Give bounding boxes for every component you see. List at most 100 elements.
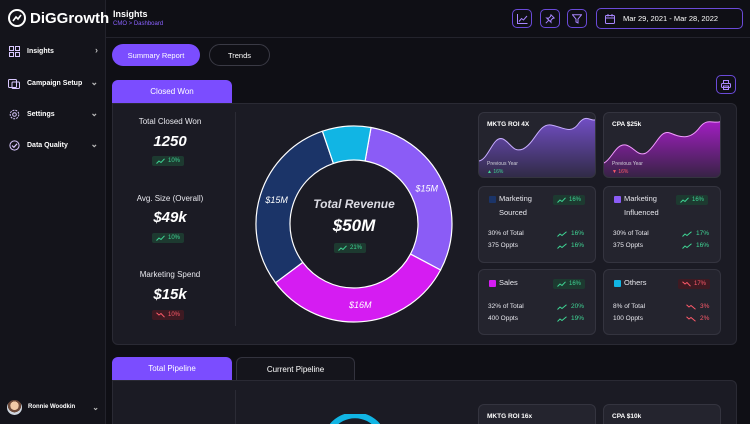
kpi-change-badge: 10% [152, 310, 185, 320]
chevron-down-icon: ⌄ [90, 139, 98, 149]
tab-trends[interactable]: Trends [209, 44, 270, 66]
donut-slice-label: $15M [264, 195, 288, 205]
filter-icon [572, 13, 582, 24]
channel-name: Sales [499, 278, 518, 287]
channel-row-label: 30% of Total [613, 230, 649, 237]
metric-card-mktg-roi[interactable]: MKTG ROI 4X Previous Year ▲ 16% [478, 112, 596, 178]
metric-card-pipeline-cpa[interactable]: CPA $10k [603, 404, 721, 424]
metric-title: CPA $25k [612, 121, 642, 128]
user-menu[interactable]: Ronnie Woodkin ⌄ [7, 399, 99, 415]
previous-year-change: ▲ 16% [487, 169, 504, 175]
donut-value: $50M [332, 216, 376, 235]
pipeline-donut-top [330, 414, 380, 424]
breadcrumb[interactable]: CMO > Dashboard [113, 21, 164, 27]
line-chart-icon [516, 13, 527, 24]
channel-row-label: 375 Oppts [488, 242, 518, 249]
top-bar: Insights CMO > Dashboard Mar 29, 2021 - … [106, 0, 750, 38]
calendar-icon [605, 13, 615, 24]
channel-row-label: 100 Oppts [613, 315, 643, 322]
sidebar-item-campaign-setup[interactable]: Campaign Setup ⌄ [0, 72, 106, 94]
kpi-change-badge: 10% [152, 233, 185, 243]
brand-logo[interactable]: DiGGrowth [8, 8, 109, 28]
sidebar-item-label: Insights [27, 47, 54, 55]
trend-down-icon [686, 303, 696, 310]
channel-card-marketing-sourced[interactable]: Marketing Sourced 16% 30% of Total 16% 3… [478, 186, 596, 263]
filter-button[interactable] [567, 9, 587, 28]
tab-current-pipeline[interactable]: Current Pipeline [236, 357, 355, 380]
sidebar-item-settings[interactable]: Settings ⌄ [0, 103, 106, 125]
channel-card-marketing-influenced[interactable]: Marketing Influenced 16% 30% of Total 17… [603, 186, 721, 263]
channel-row-label: 8% of Total [613, 303, 646, 310]
previous-year-label: Previous Year [487, 161, 518, 167]
brand-name: DiGGrowth [30, 9, 110, 27]
channel-row-value: 2% [686, 315, 709, 322]
channel-change-badge: 17% [678, 279, 711, 289]
channel-card-sales[interactable]: Sales 16% 32% of Total 20% 400 Oppts 19% [478, 269, 596, 335]
donut-change-badge: 21% [334, 243, 367, 253]
channel-row-value: 16% [557, 230, 584, 237]
channel-card-others[interactable]: Others 17% 8% of Total 3% 100 Oppts 2% [603, 269, 721, 335]
kpi-label: Total Closed Won [138, 117, 202, 126]
channel-row-label: 32% of Total [488, 303, 524, 310]
print-button[interactable] [716, 75, 736, 94]
tab-summary-report[interactable]: Summary Report [112, 44, 200, 66]
tab-closed-won[interactable]: Closed Won [112, 80, 232, 103]
previous-year-label: Previous Year [612, 161, 643, 167]
metric-card-pipeline-roi[interactable]: MKTG ROI 16x [478, 404, 596, 424]
kpi-value: $49k [153, 209, 187, 226]
metric-card-cpa[interactable]: CPA $25k Previous Year ▼ 16% [603, 112, 721, 178]
trend-up-icon [156, 158, 165, 164]
channel-name: Others [624, 278, 647, 287]
trend-up-icon [557, 315, 567, 322]
channel-row-value: 20% [557, 303, 584, 310]
tab-total-pipeline[interactable]: Total Pipeline [112, 357, 232, 380]
kpi-label: Marketing Spend [139, 270, 201, 279]
sidebar-item-label: Data Quality [27, 141, 68, 149]
date-range-picker[interactable]: Mar 29, 2021 - Mar 28, 2022 [596, 8, 743, 29]
kpi-value: 1250 [153, 133, 187, 150]
previous-year-change: ▼ 16% [612, 169, 629, 175]
sidebar-item-insights[interactable]: Insights › [0, 40, 106, 62]
page-title: Insights [113, 9, 148, 19]
grid-icon [8, 45, 20, 57]
campaign-icon [8, 77, 20, 89]
donut-slice[interactable] [321, 125, 372, 165]
channel-row-label: 400 Oppts [488, 315, 518, 322]
channel-change-badge: 16% [553, 279, 586, 289]
trend-up-icon [557, 197, 566, 203]
channel-change-badge: 16% [553, 195, 586, 205]
trend-up-icon [682, 242, 692, 249]
legend-swatch [614, 196, 621, 203]
chart-button[interactable] [512, 9, 532, 28]
divider [235, 390, 236, 424]
chevron-right-icon: › [95, 45, 98, 55]
check-circle-icon [8, 139, 20, 151]
revenue-donut-chart: $15M $16M $15M [254, 124, 454, 324]
channel-row-value: 17% [682, 230, 709, 237]
trend-up-icon [682, 230, 692, 237]
trend-up-icon [557, 242, 567, 249]
channel-row-label: 375 Oppts [613, 242, 643, 249]
growth-icon [8, 9, 26, 27]
legend-swatch [614, 280, 621, 287]
trend-up-icon [156, 235, 165, 241]
channel-name: Marketing Influenced [624, 194, 659, 217]
sparkline [479, 117, 595, 177]
kpi-change-badge: 10% [152, 156, 185, 166]
sidebar-item-data-quality[interactable]: Data Quality ⌄ [0, 134, 106, 156]
channel-change-badge: 16% [676, 195, 709, 205]
channel-name: Marketing Sourced [499, 194, 532, 217]
avatar [7, 399, 22, 415]
chevron-down-icon: ⌄ [92, 402, 99, 412]
sidebar-item-label: Campaign Setup [27, 79, 83, 87]
metric-title: MKTG ROI 4X [487, 121, 530, 128]
date-range-text: Mar 29, 2021 - Mar 28, 2022 [623, 14, 719, 23]
pin-button[interactable] [540, 9, 560, 28]
chevron-down-icon: ⌄ [90, 77, 98, 87]
sparkline [604, 121, 720, 177]
channel-row-label: 30% of Total [488, 230, 524, 237]
trend-down-icon [156, 312, 165, 318]
trend-up-icon [557, 230, 567, 237]
donut-slice-label: $15M [415, 183, 439, 193]
trend-down-icon [686, 315, 696, 322]
